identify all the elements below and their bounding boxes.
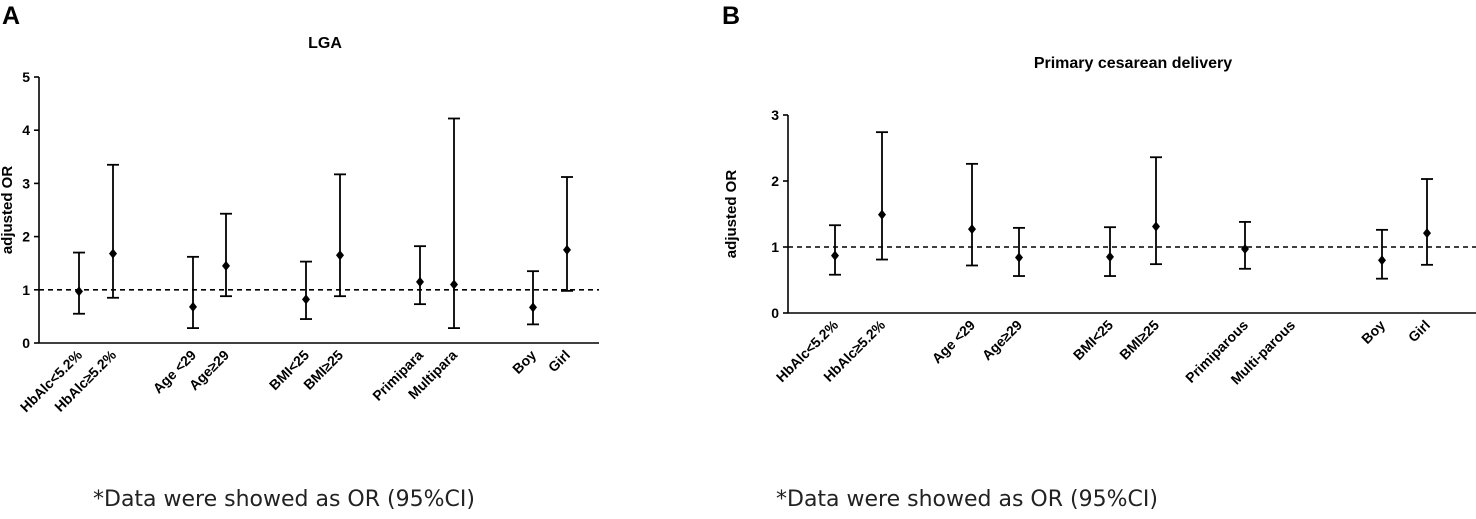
x-category-label: Girl xyxy=(1405,317,1433,345)
y-tick-label: 1 xyxy=(22,282,30,298)
y-axis-label: adjusted OR xyxy=(723,170,740,259)
data-point xyxy=(1106,251,1114,262)
y-tick-label: 3 xyxy=(22,175,30,191)
data-point xyxy=(1015,252,1023,263)
x-category-label: Girl xyxy=(545,347,573,375)
y-tick-label: 2 xyxy=(22,229,30,245)
chart-title: LGA xyxy=(308,35,342,52)
data-point xyxy=(75,286,83,297)
data-point xyxy=(563,244,571,255)
data-point xyxy=(1152,221,1160,232)
data-point xyxy=(416,276,424,287)
data-point xyxy=(336,250,344,261)
data-point xyxy=(831,250,839,261)
data-point xyxy=(1378,255,1386,266)
x-category-label: Age <29 xyxy=(929,317,979,367)
data-point xyxy=(302,294,310,305)
x-category-label: Age≥29 xyxy=(979,317,1026,364)
data-point xyxy=(222,260,230,271)
x-category-label: Boy xyxy=(509,347,539,377)
panel-b-chart: B Primary cesarean delivery adjusted OR 0 1 2… xyxy=(722,2,1476,512)
y-tick-label: 0 xyxy=(22,335,30,351)
data-point xyxy=(1423,228,1431,239)
y-axis-label: adjusted OR xyxy=(0,166,16,255)
y-tick-label: 0 xyxy=(771,305,779,321)
y-tick-label: 5 xyxy=(22,69,30,85)
footnote: *Data were showed as OR (95%CI) xyxy=(776,487,1158,512)
data-point xyxy=(529,302,537,313)
footnote: *Data were showed as OR (95%CI) xyxy=(93,487,475,512)
panel-letter: B xyxy=(722,2,740,30)
x-category-label: BMI<25 xyxy=(1070,317,1116,363)
data-point xyxy=(109,248,117,259)
chart-title: Primary cesarean delivery xyxy=(1034,55,1232,72)
data-point xyxy=(189,301,197,312)
data-point xyxy=(878,209,886,220)
y-tick-label: 3 xyxy=(771,107,779,123)
data-point xyxy=(968,224,976,235)
data-point xyxy=(1241,243,1249,254)
y-tick-label: 1 xyxy=(771,239,779,255)
y-tick-label: 2 xyxy=(771,173,779,189)
x-category-label: BMI≥25 xyxy=(1116,317,1162,363)
y-tick-label: 4 xyxy=(22,122,30,138)
data-point xyxy=(450,279,458,290)
panel-letter: A xyxy=(2,2,20,30)
x-category-label: Boy xyxy=(1358,317,1388,347)
